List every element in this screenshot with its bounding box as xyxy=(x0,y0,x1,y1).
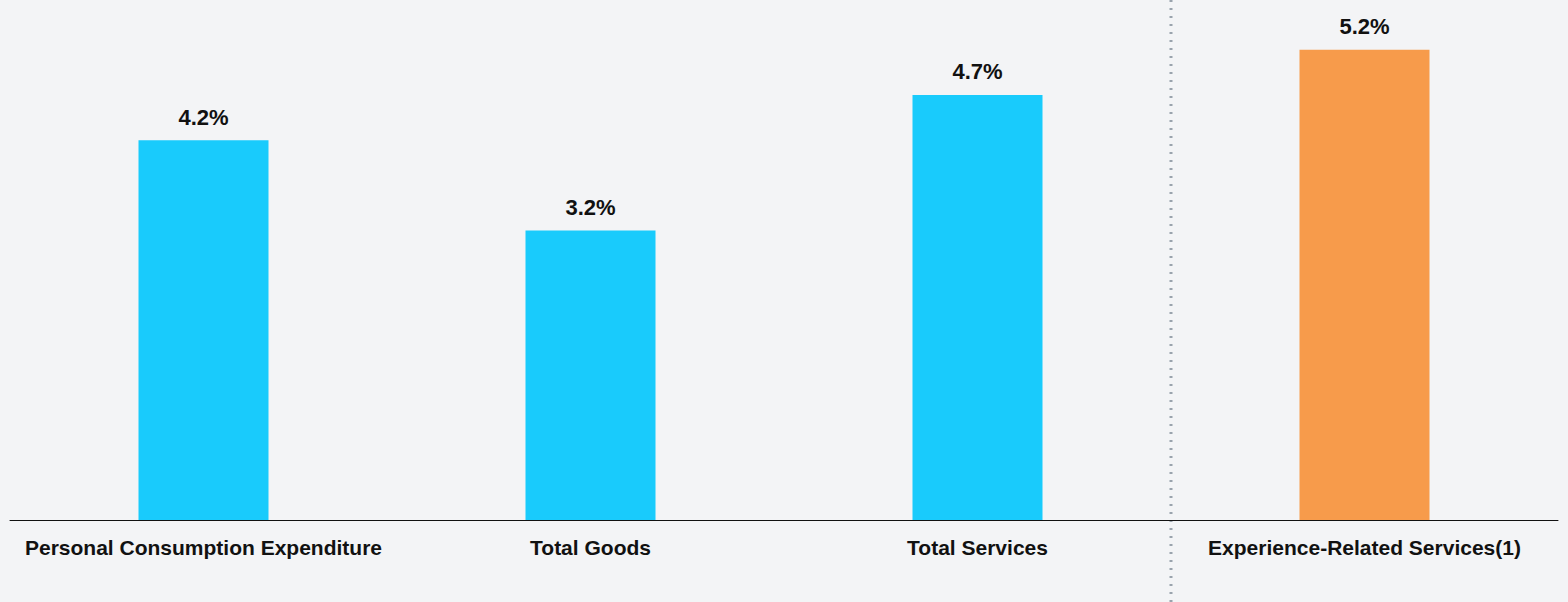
svg-text:Total Services: Total Services xyxy=(907,536,1048,559)
svg-text:Experience-Related Services(1): Experience-Related Services(1) xyxy=(1208,536,1521,559)
svg-text:5.2%: 5.2% xyxy=(1339,14,1389,39)
svg-text:4.2%: 4.2% xyxy=(178,105,228,130)
svg-text:4.7%: 4.7% xyxy=(952,59,1002,84)
svg-text:Total Goods: Total Goods xyxy=(530,536,651,559)
svg-text:3.2%: 3.2% xyxy=(565,195,615,220)
svg-text:Personal Consumption Expenditu: Personal Consumption Expenditure xyxy=(25,536,382,559)
